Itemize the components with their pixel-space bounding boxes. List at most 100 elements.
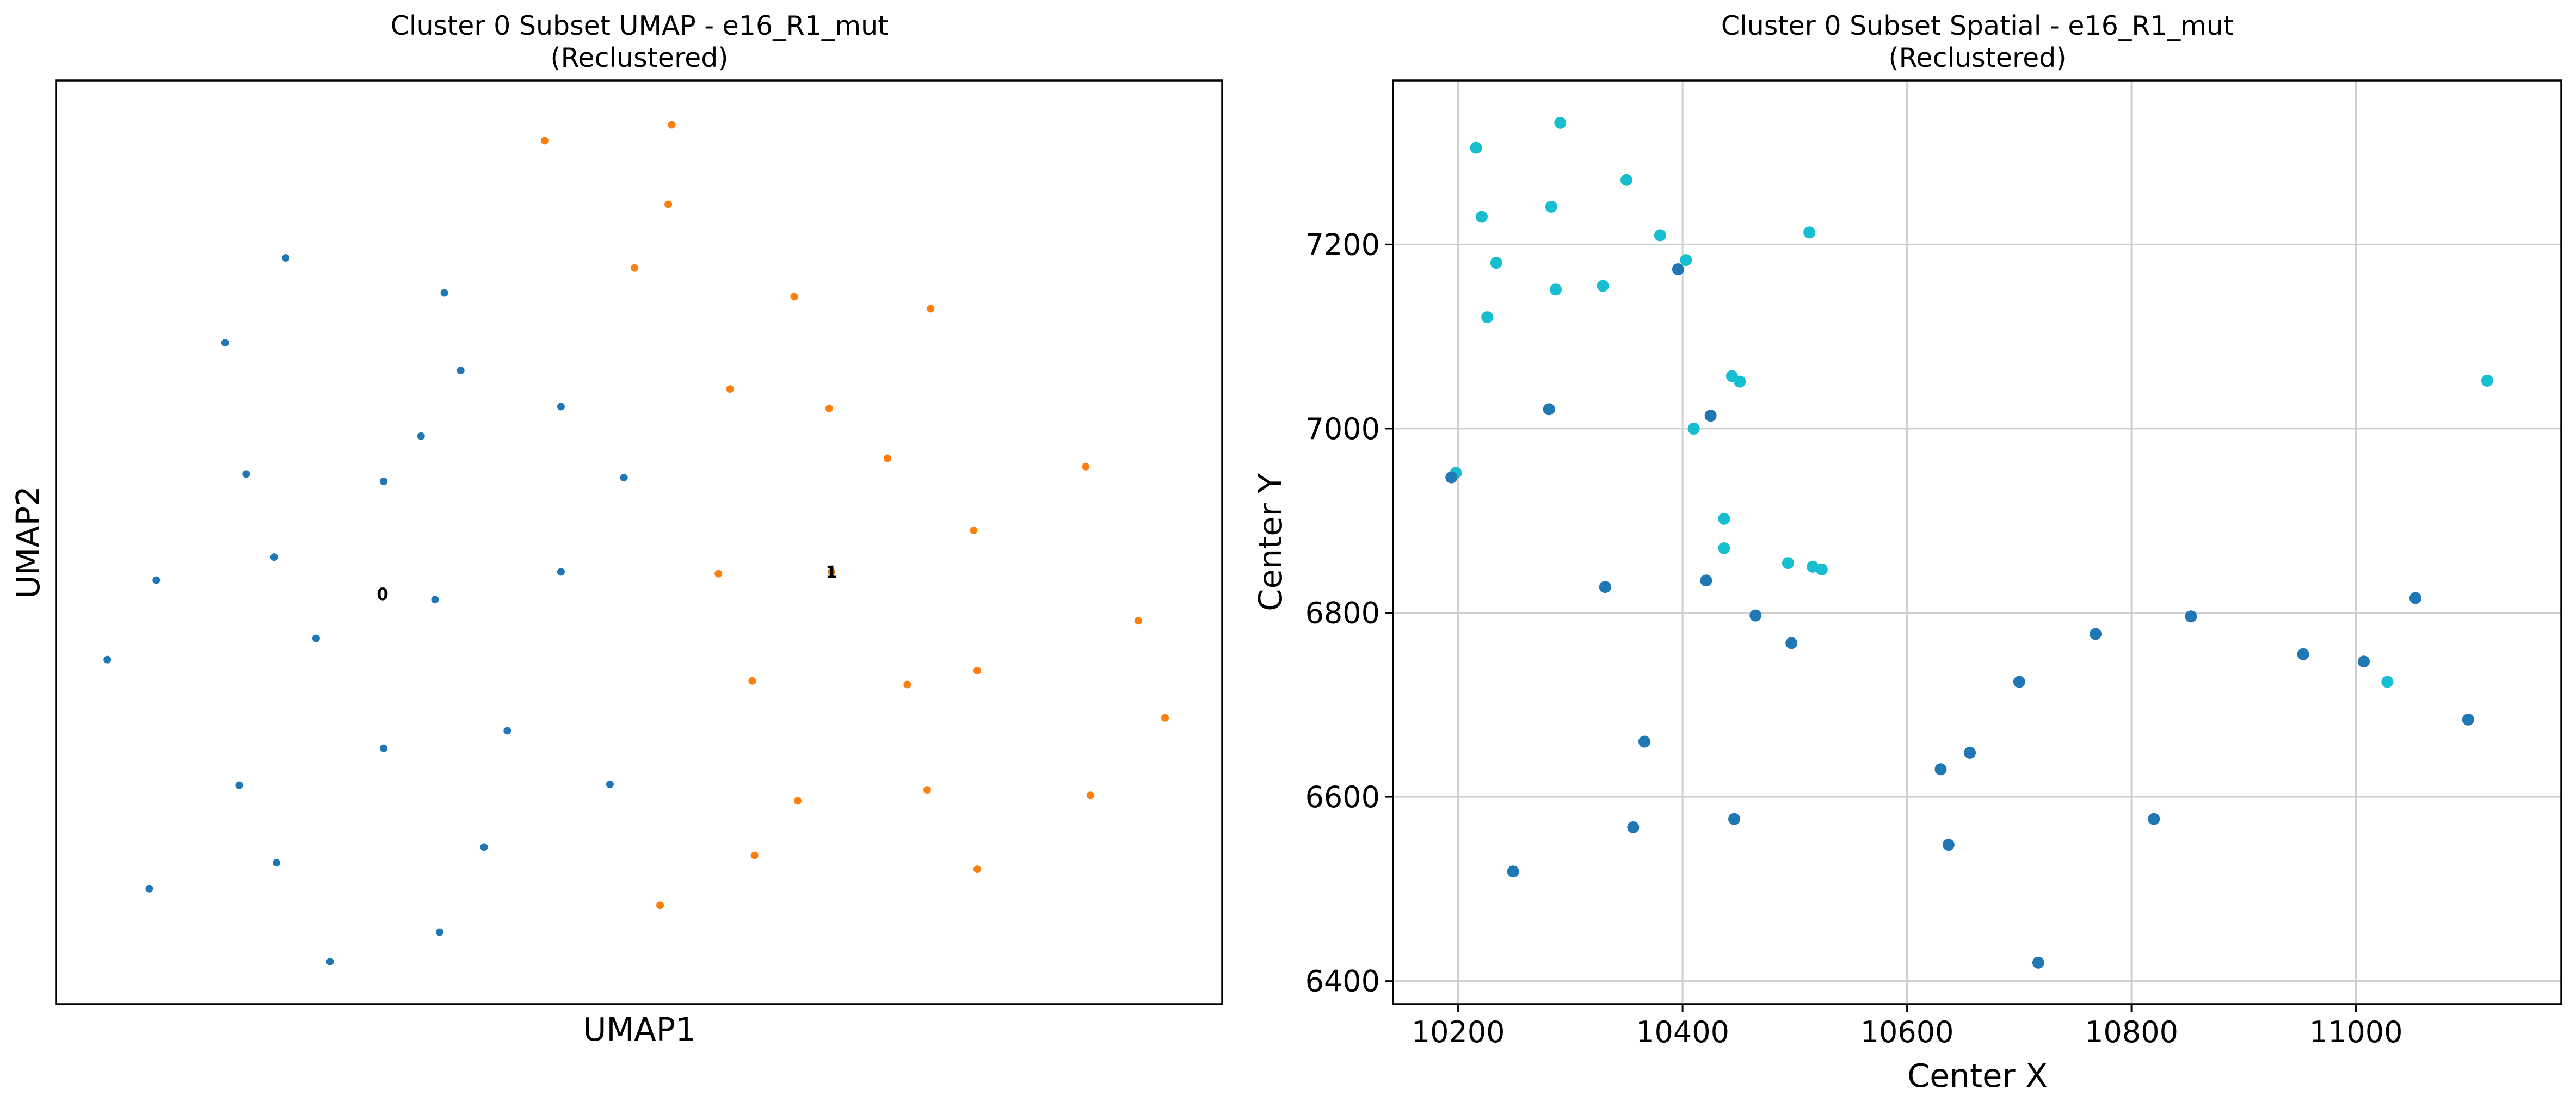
umap-point-cluster-1 <box>923 786 931 794</box>
spatial-point-light <box>1481 311 1494 324</box>
umap-point-cluster-0 <box>103 655 112 664</box>
spatial-x-tick-label: 10400 <box>1636 1015 1729 1049</box>
spatial-point-light <box>1597 280 1609 292</box>
spatial-point-dark <box>1445 471 1458 484</box>
spatial-point-light <box>1687 422 1700 435</box>
umap-point-cluster-1 <box>903 680 911 689</box>
umap-point-cluster-0 <box>620 474 628 482</box>
spatial-point-dark <box>2409 592 2421 604</box>
umap-point-cluster-0 <box>436 928 444 936</box>
umap-point-cluster-0 <box>145 884 153 893</box>
umap-point-cluster-0 <box>440 289 448 297</box>
spatial-point-light <box>1718 542 1730 555</box>
spatial-point-light <box>2481 374 2493 387</box>
umap-point-cluster-0 <box>312 634 320 642</box>
umap-point-cluster-1 <box>973 865 981 874</box>
spatial-point-light <box>1475 211 1488 223</box>
umap-point-cluster-0 <box>606 780 614 788</box>
spatial-point-light <box>1620 174 1632 186</box>
spatial-point-light <box>1490 257 1502 269</box>
spatial-point-dark <box>1627 821 1640 833</box>
umap-point-cluster-1 <box>1086 791 1094 800</box>
spatial-point-dark <box>1507 865 1519 878</box>
spatial-point-dark <box>1638 735 1650 748</box>
umap-point-cluster-0 <box>235 781 243 789</box>
umap-point-cluster-1 <box>1161 714 1169 722</box>
spatial-point-dark <box>1749 609 1762 622</box>
spatial-point-dark <box>1934 763 1947 776</box>
spatial-point-light <box>1470 141 1482 154</box>
umap-point-cluster-1 <box>927 305 935 313</box>
umap-point-cluster-0 <box>557 403 565 411</box>
umap-y-axis-label: UMAP2 <box>9 486 47 599</box>
umap-point-cluster-0 <box>242 470 250 478</box>
spatial-point-light <box>1807 560 1819 573</box>
spatial-point-light <box>1554 116 1567 129</box>
spatial-point-light <box>1654 229 1666 242</box>
umap-point-cluster-0 <box>503 727 511 735</box>
spatial-y-tick-label: 7200 <box>1305 227 1380 262</box>
spatial-plot-frame <box>1392 79 2562 1005</box>
spatial-point-dark <box>2090 628 2102 640</box>
spatial-point-dark <box>1599 581 1611 593</box>
spatial-point-dark <box>2462 713 2474 726</box>
umap-point-cluster-1 <box>883 454 891 462</box>
umap-point-cluster-0 <box>270 553 278 561</box>
umap-point-cluster-0 <box>457 367 465 375</box>
umap-cluster-labels: 01 <box>377 562 837 604</box>
umap-point-cluster-1 <box>973 667 981 675</box>
spatial-point-dark <box>2358 655 2370 668</box>
umap-point-cluster-1 <box>748 677 756 685</box>
spatial-subtitle: (Reclustered) <box>1888 42 2066 73</box>
spatial-ticks: 10200 10400 10600 10800 11000 6400 6600 6800 700… <box>1305 227 2403 1049</box>
spatial-y-tick-label: 6800 <box>1305 596 1380 630</box>
spatial-point-dark <box>1942 839 1955 851</box>
umap-point-cluster-0 <box>221 339 229 347</box>
umap-point-cluster-0 <box>273 859 281 867</box>
umap-panel: Cluster 0 Subset UMAP - e16_R1_mut (Recl… <box>9 10 1223 1048</box>
spatial-point-light <box>1734 375 1746 388</box>
spatial-point-light <box>1803 226 1816 239</box>
spatial-point-dark <box>1700 574 1712 587</box>
spatial-x-tick-label: 11000 <box>2309 1015 2403 1049</box>
spatial-point-dark <box>1964 746 1976 759</box>
spatial-point-dark <box>2297 648 2309 660</box>
spatial-point-dark <box>1672 263 1684 276</box>
umap-title: Cluster 0 Subset UMAP - e16_R1_mut <box>391 10 889 41</box>
umap-point-cluster-0 <box>380 744 388 752</box>
umap-point-cluster-1 <box>1134 617 1142 625</box>
umap-point-cluster-1 <box>540 137 549 145</box>
spatial-y-tick-label: 7000 <box>1305 412 1380 446</box>
spatial-x-tick-label: 10600 <box>1860 1015 1954 1049</box>
umap-point-cluster-1 <box>1082 462 1090 471</box>
spatial-point-dark <box>1785 637 1798 649</box>
umap-point-cluster-1 <box>793 797 802 805</box>
umap-point-cluster-0 <box>480 843 488 851</box>
umap-point-cluster-0 <box>417 432 425 440</box>
umap-point-cluster-1 <box>664 200 673 208</box>
umap-point-cluster-1 <box>750 851 759 859</box>
spatial-title: Cluster 0 Subset Spatial - e16_R1_mut <box>1721 10 2234 41</box>
umap-cluster-label: 0 <box>377 585 389 604</box>
umap-point-cluster-0 <box>557 568 565 576</box>
spatial-point-dark <box>2148 813 2160 825</box>
spatial-points <box>1445 116 2493 969</box>
spatial-point-dark <box>1543 403 1555 416</box>
spatial-point-light <box>1680 254 1692 267</box>
umap-point-cluster-1 <box>825 404 833 412</box>
umap-plot-frame <box>55 79 1223 1005</box>
umap-point-cluster-1 <box>656 901 664 909</box>
umap-point-cluster-0 <box>282 254 290 262</box>
umap-point-cluster-1 <box>668 121 676 129</box>
umap-point-cluster-0 <box>326 957 334 965</box>
umap-points <box>103 121 1169 965</box>
spatial-point-dark <box>2185 610 2197 623</box>
umap-point-cluster-1 <box>630 264 638 272</box>
spatial-point-dark <box>2032 956 2044 969</box>
spatial-point-light <box>1545 200 1557 213</box>
spatial-point-dark <box>2013 676 2025 688</box>
umap-point-cluster-0 <box>152 576 161 584</box>
spatial-grid <box>1393 81 2561 1004</box>
